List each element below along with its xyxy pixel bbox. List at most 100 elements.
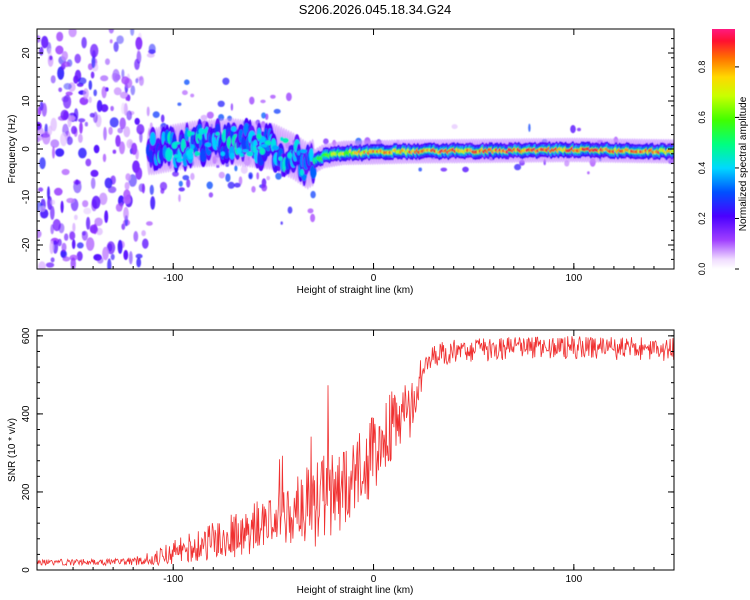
colorbar-ticks: 0.0 0.2 0.4 0.6 0.8 (697, 61, 739, 276)
spectrogram-cell (190, 93, 195, 98)
spectrogram-cell (138, 75, 144, 86)
spectrogram-cell (112, 149, 117, 154)
spectrogram-cell (119, 117, 126, 130)
spectrogram-cell (150, 196, 156, 210)
spectrogram-cell (58, 223, 65, 234)
spectrogram-cell (90, 71, 95, 79)
figure-title: S206.2026.045.18.34.G24 (299, 2, 452, 17)
spectrogram-cell (119, 141, 125, 155)
spectrogram-cell (49, 240, 54, 255)
spectrogram-cell (260, 99, 266, 104)
spectrogram-cell (261, 143, 268, 148)
spectrogram-cell (227, 181, 235, 189)
spectrogram-cell (206, 111, 214, 119)
spectrogram-cell (135, 78, 139, 84)
snr-y-tick-label: 0 (21, 567, 32, 573)
spectrogram-y-tick-label: 10 (21, 95, 32, 107)
spectrogram-cell (323, 138, 329, 145)
spectrogram-cell (135, 253, 143, 259)
spectrogram-cell (272, 145, 279, 151)
spectrogram-cell (38, 261, 46, 269)
spectrogram-cell (246, 151, 254, 157)
spectrogram-cell (60, 200, 64, 213)
colorbar-tick-label: 0.0 (697, 263, 707, 276)
spectrogram-cell (310, 190, 316, 199)
spectrogram-cell (83, 207, 92, 215)
spectrogram-cells (37, 29, 674, 269)
spectrogram-cell (310, 213, 316, 223)
spectrogram-cell (61, 168, 70, 176)
spectrogram-cell (63, 83, 72, 90)
spectrogram-cell (73, 180, 82, 194)
spectrogram-cell (142, 238, 149, 249)
spectrogram-cell (256, 133, 262, 140)
spectrogram-cell (57, 66, 65, 80)
spectrogram-cell (115, 203, 123, 212)
spectrogram-cell (186, 179, 191, 188)
spectrogram-cell (238, 176, 243, 186)
spectrogram-cell (126, 110, 132, 121)
spectrogram-cell (88, 96, 92, 104)
spectrogram-cell (89, 224, 98, 234)
spectrogram-cell (451, 124, 458, 130)
spectrogram-cell (152, 111, 160, 118)
spectrogram-cell (102, 246, 109, 261)
spectrogram-cell (90, 169, 99, 177)
spectrogram-cell (225, 173, 231, 182)
spectrogram-cell (130, 29, 135, 36)
spectrogram-cell (100, 75, 109, 82)
spectrogram-cell (200, 114, 208, 121)
spectrogram-cell (528, 123, 531, 132)
spectrogram-cell (109, 39, 113, 44)
spectrogram-cell (106, 241, 116, 255)
spectrogram-cell (117, 239, 123, 254)
spectrogram-cell (252, 145, 257, 153)
spectrogram-cell (182, 175, 190, 181)
spectrogram-cell (234, 165, 238, 172)
spectrogram-cell (71, 125, 77, 135)
spectrogram-cell (116, 35, 124, 44)
spectrogram-cell (231, 126, 237, 132)
spectrogram-cell (190, 144, 195, 150)
spectrogram-cell (178, 194, 181, 203)
spectrogram-cell (149, 184, 154, 195)
spectrogram-cell (100, 104, 109, 113)
spectrogram-cell (251, 186, 256, 193)
snr-y-tick-label: 600 (21, 327, 32, 344)
spectrogram-cell (259, 147, 266, 155)
spectrogram-cell (146, 52, 155, 58)
spectrogram-cell (102, 153, 107, 163)
spectrogram-cell (91, 195, 101, 209)
spectrogram-cell (264, 140, 272, 146)
spectrogram-cell (66, 136, 73, 146)
spectrogram-x-axis-label: Height of straight line (km) (297, 285, 414, 296)
spectrogram-cell (93, 89, 97, 97)
spectrogram-cell (279, 136, 284, 142)
spectrogram-cell (577, 127, 581, 132)
spectrogram-cell (50, 199, 56, 205)
spectrogram-cell (178, 180, 183, 187)
spectrogram-cell (130, 85, 136, 96)
spectrogram-cell (203, 128, 208, 134)
spectrogram-cell (136, 124, 145, 135)
snr-y-tick-label: 200 (21, 483, 32, 500)
spectrogram-cell (68, 115, 76, 121)
spectrogram-cell (273, 108, 281, 114)
spectrogram-cell (52, 146, 55, 159)
spectrogram-cell (79, 121, 83, 134)
spectrogram-cell (206, 181, 213, 190)
snr-ticks: -100 0 100 0 200 400 600 (21, 327, 675, 585)
spectrogram-cell (123, 249, 129, 261)
spectrogram-cell (50, 224, 54, 235)
spectrogram-cell (296, 150, 301, 156)
spectrogram-cell (78, 118, 86, 123)
spectrogram-cell (171, 142, 178, 149)
spectrogram-y-tick-label: 0 (21, 146, 32, 152)
spectrogram-cell (222, 77, 230, 86)
spectrogram-cell (61, 242, 67, 252)
spectrogram-cell (117, 127, 123, 134)
spectrogram-cell (112, 69, 120, 83)
spectrogram-cell (217, 100, 225, 108)
spectrogram-y-tick-label: -10 (21, 189, 32, 204)
